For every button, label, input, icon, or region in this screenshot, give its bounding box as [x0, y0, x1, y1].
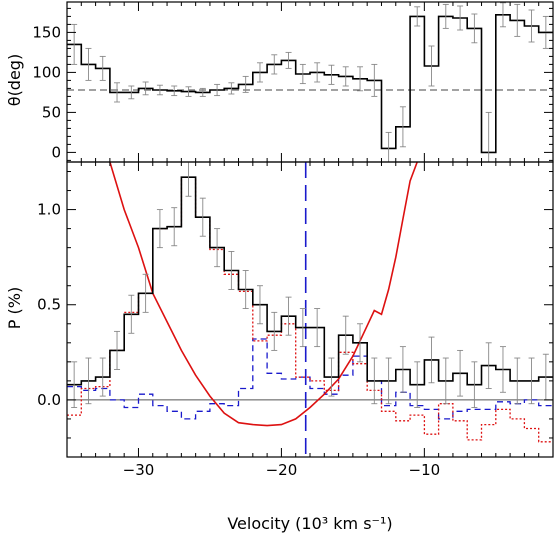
velocity-axis-label: Velocity (10³ km s⁻¹) [227, 514, 392, 533]
theta-panel: 0 50 100 150 [32, 1, 554, 163]
polarization-xtick-label: −10 [409, 461, 441, 479]
polarization-ytick-label: 0.0 [37, 391, 61, 409]
theta-plot-area [67, 2, 553, 162]
polarization-series-0-histogram [67, 176, 553, 386]
theta-ytick-label: 50 [42, 103, 61, 121]
polarization-xtick-label: −30 [123, 461, 155, 479]
theta-ytick-label: 100 [32, 63, 61, 81]
theta-ytick-label: 150 [32, 23, 61, 41]
polarization-xtick-label: −20 [266, 461, 298, 479]
theta-ytick-label: 0 [51, 143, 61, 161]
polarization-axis-label: P (%) [5, 287, 24, 329]
theta-series-0-histogram [67, 14, 553, 154]
polarization-series-2-histogram [67, 176, 553, 443]
theta-axis-label: θ(deg) [5, 54, 24, 106]
polarization-ytick-label: 0.5 [37, 296, 61, 314]
polarization-panel: −30 −20 −10 0.0 0.5 1.0 [37, 161, 554, 479]
polarization-series-1-histogram [67, 338, 553, 420]
polarization-ytick-label: 1.0 [37, 201, 61, 219]
polarization-series-3-curve [109, 162, 418, 427]
